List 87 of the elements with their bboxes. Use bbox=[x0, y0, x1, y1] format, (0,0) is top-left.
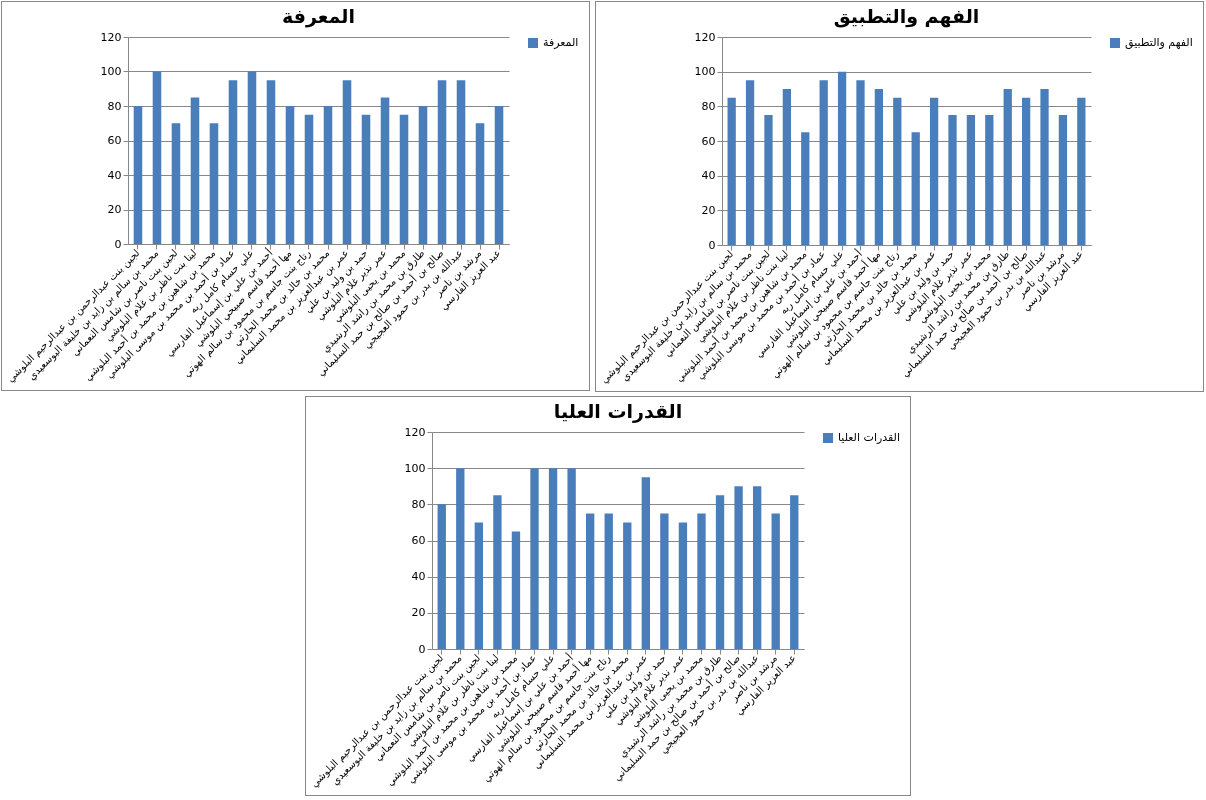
bar bbox=[985, 115, 994, 245]
bar bbox=[697, 513, 706, 649]
y-tick-label: 100 bbox=[694, 65, 716, 79]
bar bbox=[380, 97, 390, 244]
legend-label: المعرفة bbox=[543, 36, 579, 49]
bar bbox=[1003, 89, 1012, 245]
y-tick-label: 60 bbox=[411, 534, 426, 547]
y-tick-label: 40 bbox=[411, 570, 426, 584]
y-tick-label: 40 bbox=[701, 169, 716, 183]
bar bbox=[782, 89, 792, 245]
bar bbox=[493, 495, 502, 649]
bar bbox=[819, 80, 828, 245]
y-tick-label: 40 bbox=[107, 168, 122, 182]
bar bbox=[745, 80, 755, 245]
bar bbox=[764, 115, 773, 245]
bar bbox=[399, 114, 409, 244]
bar bbox=[437, 504, 446, 649]
bar bbox=[1040, 89, 1049, 245]
bar bbox=[715, 495, 725, 649]
bar bbox=[604, 513, 613, 649]
bar bbox=[511, 531, 521, 649]
bar bbox=[474, 522, 484, 649]
bar bbox=[494, 106, 504, 244]
bar bbox=[727, 97, 736, 245]
bar bbox=[228, 80, 238, 244]
bar bbox=[911, 132, 920, 245]
bar bbox=[209, 123, 219, 244]
bar bbox=[152, 71, 162, 244]
bar bbox=[1021, 97, 1031, 245]
bar bbox=[1077, 97, 1086, 245]
bar bbox=[734, 486, 743, 649]
y-tick-label: 60 bbox=[107, 134, 122, 147]
bar bbox=[361, 114, 371, 244]
chart-title: المعرفة bbox=[282, 5, 355, 28]
bar bbox=[171, 123, 181, 244]
y-tick-label: 100 bbox=[100, 65, 122, 78]
y-tick-label: 0 bbox=[418, 642, 426, 656]
y-tick-label: 0 bbox=[708, 238, 716, 252]
bar bbox=[586, 513, 595, 649]
bar bbox=[771, 513, 780, 649]
bar bbox=[678, 522, 688, 649]
bar bbox=[418, 106, 428, 244]
bar bbox=[190, 97, 200, 244]
bar bbox=[660, 513, 669, 649]
bar bbox=[475, 123, 485, 244]
bar bbox=[1058, 115, 1068, 245]
bar bbox=[342, 80, 352, 244]
chart-title: الفهم والتطبيق bbox=[833, 5, 980, 28]
y-tick-label: 100 bbox=[404, 461, 426, 475]
bar bbox=[266, 80, 276, 244]
y-tick-label: 120 bbox=[100, 30, 122, 44]
legend-label: القدرات العليا bbox=[838, 431, 900, 444]
bar bbox=[837, 71, 847, 245]
y-tick-label: 120 bbox=[404, 425, 426, 439]
bar bbox=[893, 97, 902, 245]
y-tick-label: 0 bbox=[114, 237, 122, 251]
y-tick-label: 20 bbox=[701, 203, 716, 217]
bar bbox=[456, 80, 466, 244]
bar bbox=[752, 486, 762, 649]
bar bbox=[948, 115, 957, 245]
bar bbox=[304, 114, 314, 244]
y-tick-label: 80 bbox=[107, 99, 122, 113]
bar bbox=[530, 468, 539, 649]
bar bbox=[548, 468, 558, 649]
y-tick-label: 20 bbox=[411, 606, 426, 620]
bar bbox=[790, 495, 799, 649]
bar bbox=[801, 132, 810, 245]
bar bbox=[323, 106, 333, 244]
bar bbox=[874, 89, 884, 245]
y-tick-label: 80 bbox=[701, 99, 716, 113]
y-tick-label: 20 bbox=[107, 203, 122, 216]
y-tick-label: 120 bbox=[694, 30, 716, 44]
bar bbox=[247, 71, 257, 244]
y-tick-label: 80 bbox=[411, 497, 426, 511]
bar bbox=[285, 106, 295, 244]
legend-label: الفهم والتطبيق bbox=[1125, 36, 1193, 50]
bar bbox=[929, 97, 939, 245]
bar bbox=[623, 522, 632, 649]
chart-title: القدرات العليا bbox=[553, 400, 683, 423]
bar bbox=[856, 80, 865, 245]
bar bbox=[437, 80, 447, 244]
y-tick-label: 60 bbox=[701, 134, 716, 148]
bar bbox=[456, 468, 465, 649]
bar bbox=[641, 477, 650, 649]
bar bbox=[133, 106, 143, 244]
bar bbox=[567, 468, 576, 649]
bar bbox=[966, 115, 976, 245]
